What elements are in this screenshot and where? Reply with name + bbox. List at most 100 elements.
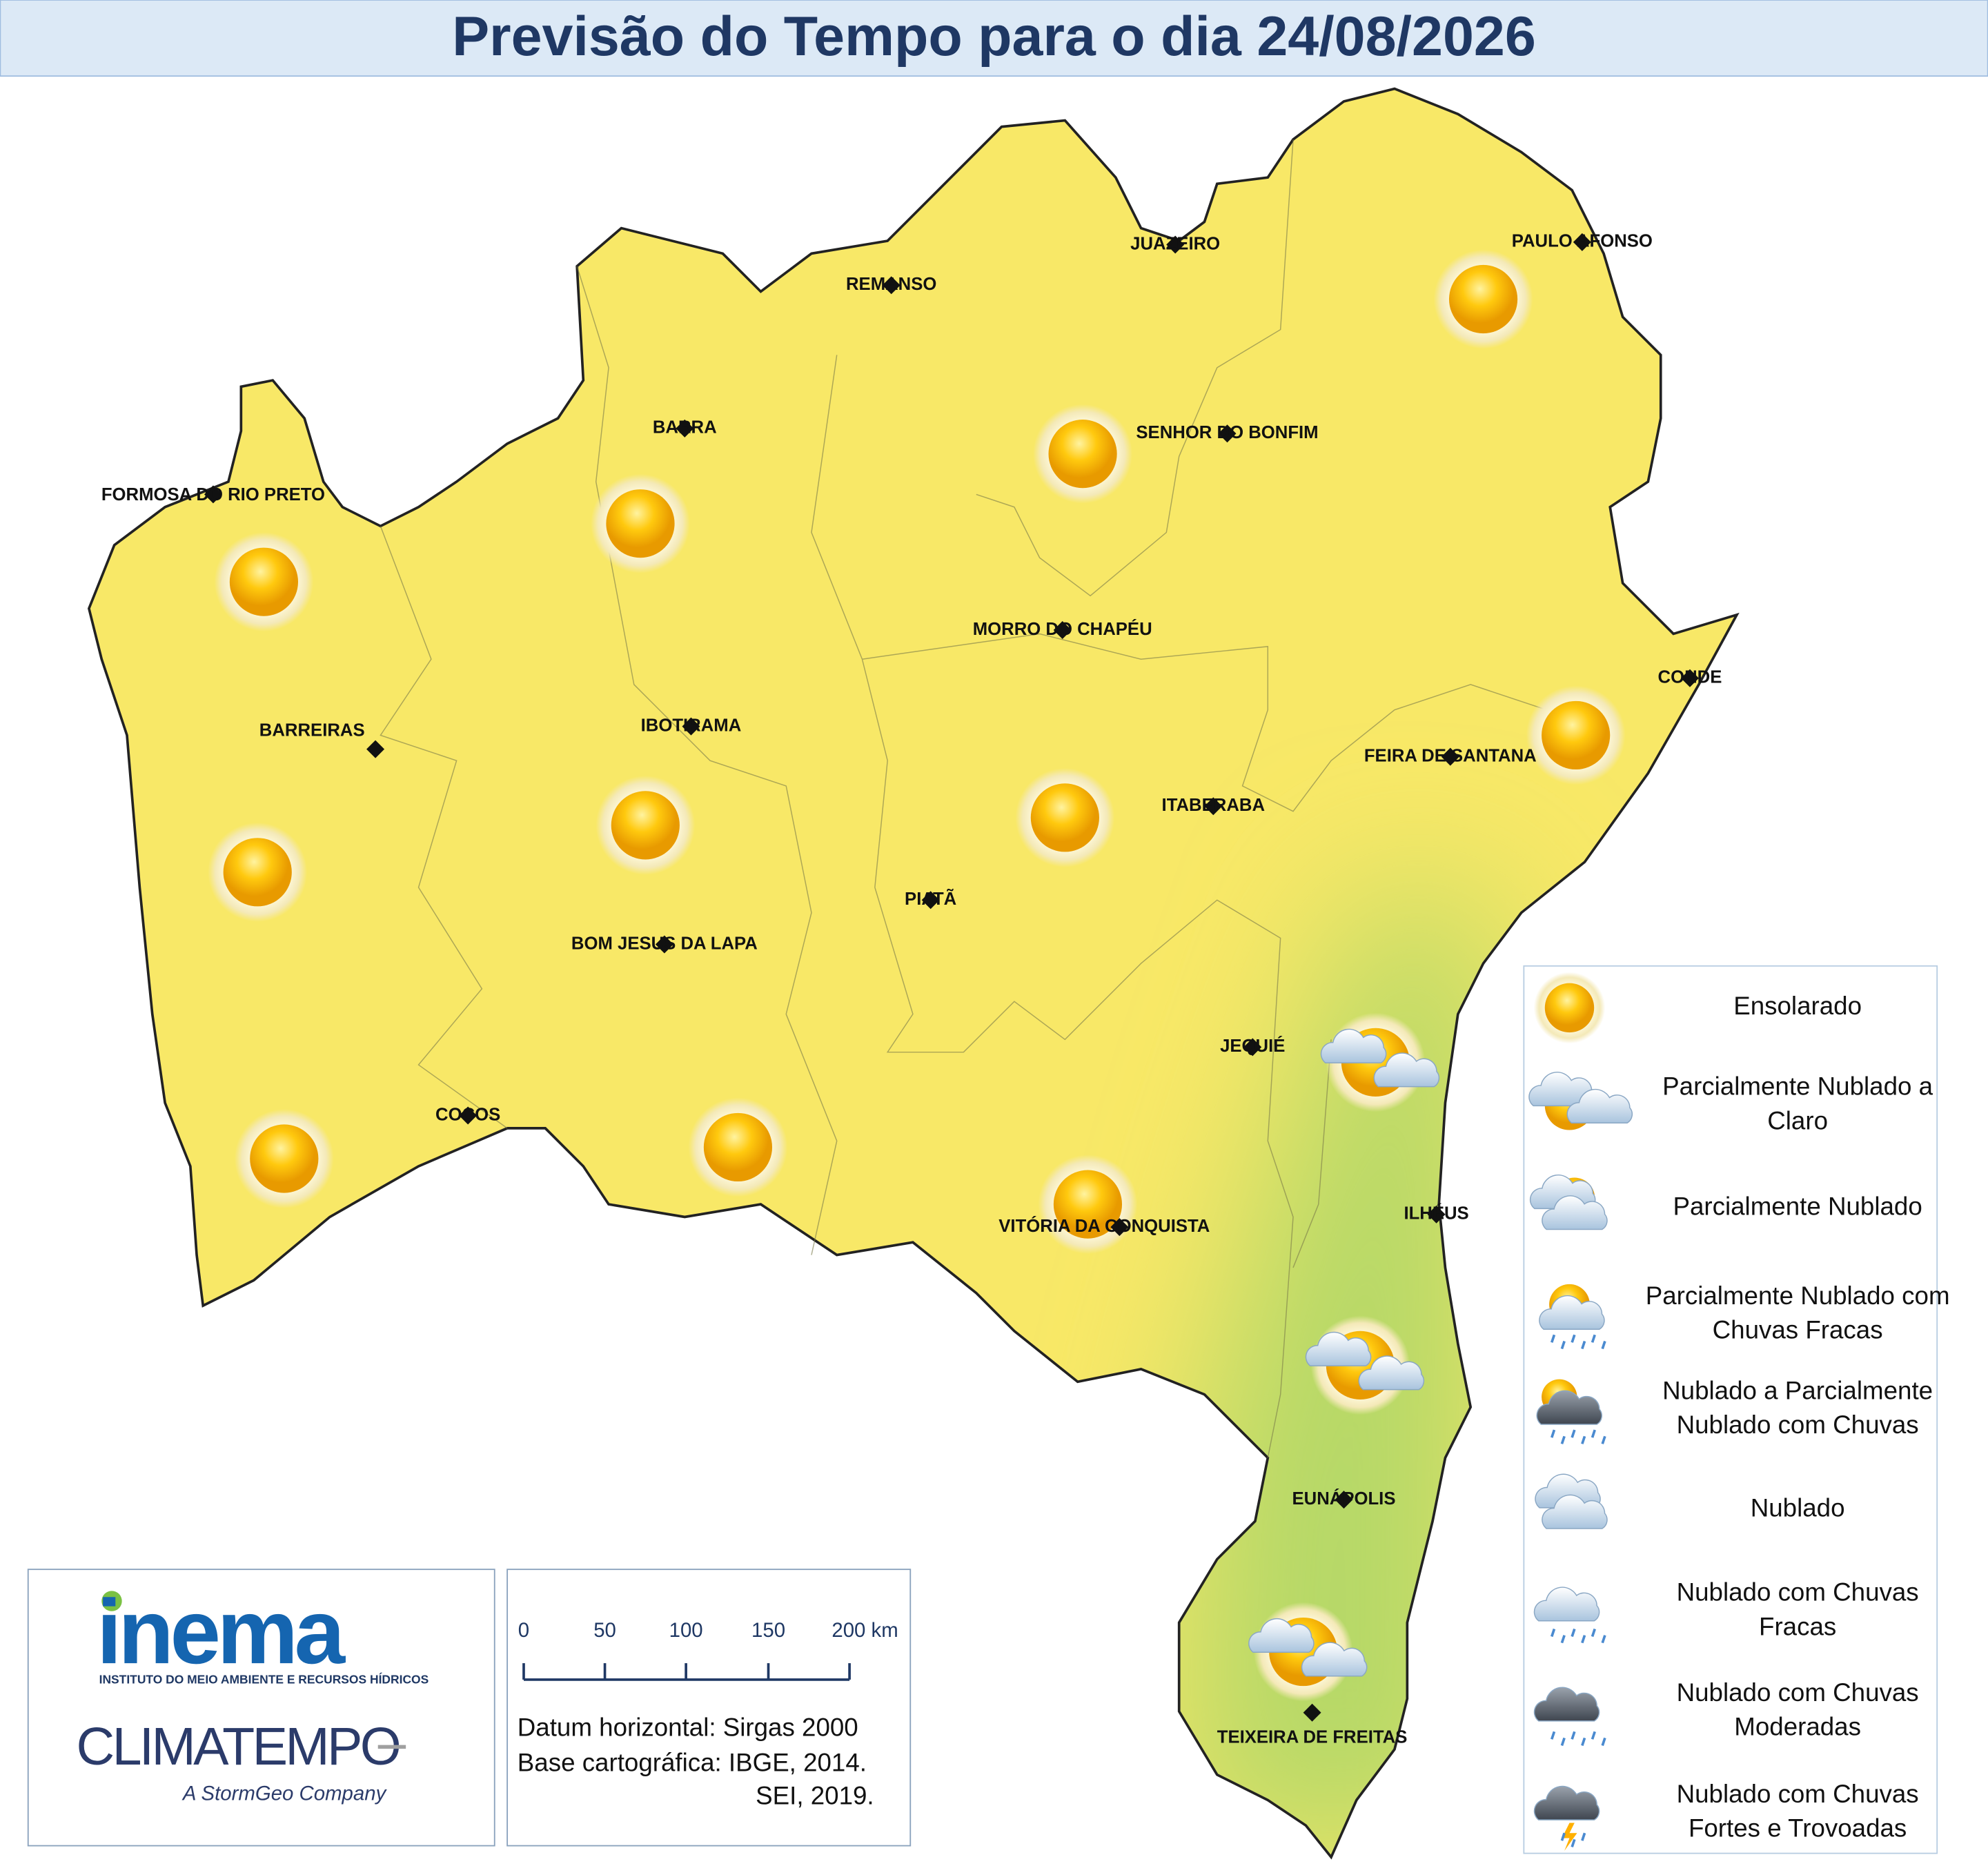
rain-drop [1551,1628,1556,1638]
rain-drop [1571,1628,1576,1638]
rain-drop [1571,1838,1576,1848]
weather-icon [596,775,696,875]
rain-drop [1560,1737,1566,1747]
rain-drop [1581,1340,1586,1350]
city-label: SENHOR DO BONFIM [1136,423,1318,442]
weather-icon [1248,1602,1368,1702]
city-label: FEIRA DE SANTANA [1364,746,1537,765]
city-marker [1335,1491,1353,1509]
tagline: A StormGeo Company [181,1782,388,1805]
rain-drop [1601,1435,1606,1444]
cloud [1248,1618,1315,1653]
cloud [1536,1390,1602,1425]
weather-icon [688,1097,788,1197]
rain-drop [1581,1435,1586,1444]
weather-icon [1533,1587,1606,1644]
city-marker [655,935,673,954]
note: Base cartográfica: IBGE, 2014. [518,1749,867,1777]
scale-label: 50 [593,1619,616,1642]
city-marker [882,276,900,295]
rain-drop [1551,1731,1556,1740]
legend-label: Parcialmente Nublado [1673,1192,1922,1220]
cloud [1566,1088,1633,1123]
scale-label: 150 [751,1619,785,1642]
cloud [1533,1687,1600,1722]
city-label: ITABERABA [1162,796,1265,815]
legend-label: Nublado com Chuvas [1677,1578,1919,1607]
title-bar [0,0,1988,77]
note: Datum horizontal: Sirgas 2000 [518,1713,858,1741]
city-marker [1427,1205,1446,1224]
rain-drop [1591,1429,1596,1438]
city-marker [1053,620,1072,639]
sun [1030,783,1099,852]
rain-drop [1551,1429,1556,1438]
city-marker [1680,669,1699,687]
rain-drop [1571,1731,1576,1740]
city-label: BOM JESUS DA LAPA [571,934,758,953]
rain-drop [1560,1832,1566,1841]
weather-icon [1533,1785,1600,1851]
legend-label: Parcialmente Nublado a [1662,1072,1933,1101]
legend-label: Nublado com Chuvas [1677,1411,1919,1439]
city-marker [1218,424,1237,443]
sun [1048,420,1117,489]
weather-icon [1533,972,1606,1044]
scale-label: 200 km [831,1619,898,1642]
rain-drop [1601,1340,1606,1350]
city-marker [676,419,694,438]
cloud [1320,1028,1387,1063]
sun [1544,983,1595,1033]
rain-drop [1581,1635,1586,1644]
rain-drop [1551,1334,1556,1343]
rain-drop [1581,1832,1586,1841]
city-label: PAULO AFONSO [1512,232,1653,251]
cloud [1535,1473,1601,1509]
legend-label: Fracas [1759,1612,1836,1640]
weather-icon [1320,1012,1440,1112]
city-label: ILHÉUS [1404,1204,1468,1224]
city-label: TEIXEIRA DE FREITAS [1217,1727,1408,1747]
city-marker [1243,1038,1262,1057]
legend-label: Parcialmente Nublado com [1646,1281,1950,1310]
title: Previsão do Tempo para o dia 24/08/2026 [452,6,1536,68]
city-label: BARREIRAS [259,721,365,740]
lightning [1562,1823,1577,1851]
legend-label: Moderadas [1734,1712,1861,1740]
rain-drop [1571,1429,1576,1438]
sun [229,547,299,616]
sun [1448,264,1518,334]
weather-icon [208,822,308,922]
cloud [1542,1195,1608,1230]
climatempo-logo: CLIMATEMPO [77,1717,400,1776]
rain-drop [1601,1635,1606,1644]
cloud [1542,1494,1608,1529]
weather-icon [1038,1155,1138,1255]
legend-label: Nublado com Chuvas [1677,1780,1919,1808]
rain-drop [1601,1737,1606,1747]
rain-drop [1581,1737,1586,1747]
weather-icon [1433,249,1533,349]
city-marker [1204,797,1223,816]
legend-label: Nublado a Parcialmente [1662,1377,1933,1405]
weather-icon [1528,1072,1633,1130]
weather-icon [1305,1315,1425,1415]
cloud [1539,1295,1605,1330]
weather-icon [1526,685,1626,785]
city-label: EUNÁPOLIS [1292,1489,1396,1509]
city-label: VITÓRIA DA CONQUISTA [998,1215,1210,1236]
logo-dot [101,1591,122,1611]
inema-subtitle: INSTITUTO DO MEIO AMBIENTE E RECURSOS HÍ… [99,1671,429,1686]
rain-drop [1560,1635,1566,1644]
city-marker [682,717,700,736]
weather-icon [214,532,314,632]
weather-icon [1536,1379,1606,1444]
city-marker [1573,233,1591,251]
cloud [1301,1642,1368,1677]
rain-drop [1560,1435,1566,1444]
cloud [1533,1587,1600,1622]
scale-box [506,1569,912,1847]
cloud [1305,1331,1372,1366]
scale-label: 0 [518,1619,529,1642]
